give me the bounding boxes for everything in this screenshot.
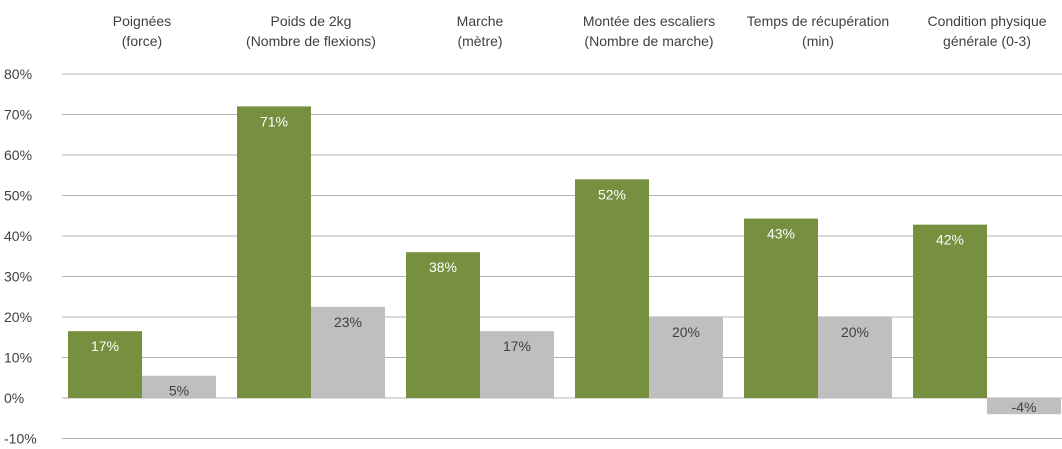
data-label: 17% bbox=[91, 338, 119, 354]
category-label: (Nombre de flexions) bbox=[246, 33, 376, 49]
category-label: générale (0-3) bbox=[943, 33, 1031, 49]
data-label: 38% bbox=[429, 259, 457, 275]
y-tick-label: 0% bbox=[4, 390, 24, 406]
y-tick-label: 70% bbox=[4, 107, 32, 123]
bar-series-2 bbox=[987, 398, 1061, 415]
category-label: Marche bbox=[457, 13, 504, 29]
bar-series-1 bbox=[237, 106, 311, 399]
y-tick-label: -10% bbox=[4, 431, 37, 445]
bar-series-2 bbox=[480, 331, 554, 398]
category-label: (mètre) bbox=[457, 33, 502, 49]
y-tick-label: 40% bbox=[4, 228, 32, 244]
category-label: Poignées bbox=[113, 13, 171, 29]
category-label: (min) bbox=[802, 33, 834, 49]
data-label: 71% bbox=[260, 113, 288, 129]
data-label: 23% bbox=[334, 314, 362, 330]
y-tick-label: 60% bbox=[4, 147, 32, 163]
category-label: Temps de récupération bbox=[747, 13, 889, 29]
category-label: (force) bbox=[122, 33, 162, 49]
data-label: 42% bbox=[936, 232, 964, 248]
y-tick-label: 10% bbox=[4, 350, 32, 366]
bar-series-1 bbox=[68, 331, 142, 398]
data-label: 20% bbox=[841, 324, 869, 340]
category-label: Poids de 2kg bbox=[271, 13, 352, 29]
bar-series-1 bbox=[913, 224, 987, 398]
category-label: (Nombre de marche) bbox=[584, 33, 713, 49]
data-label: -4% bbox=[1012, 399, 1037, 415]
bar-series-2 bbox=[142, 375, 216, 398]
bar-series-1 bbox=[744, 218, 818, 398]
y-tick-label: 30% bbox=[4, 269, 32, 285]
y-tick-label: 50% bbox=[4, 188, 32, 204]
category-label: Condition physique bbox=[927, 13, 1046, 29]
bar-series-2 bbox=[818, 317, 892, 398]
bar-series-2 bbox=[649, 317, 723, 398]
y-tick-label: 20% bbox=[4, 309, 32, 325]
bar-series-1 bbox=[575, 179, 649, 398]
bar-series-1 bbox=[406, 252, 480, 398]
data-label: 20% bbox=[672, 324, 700, 340]
bar-series-2 bbox=[311, 306, 385, 398]
y-tick-label: 80% bbox=[4, 66, 32, 82]
data-label: 5% bbox=[169, 383, 189, 399]
category-label: Montée des escaliers bbox=[583, 13, 715, 29]
data-label: 17% bbox=[503, 338, 531, 354]
data-label: 52% bbox=[598, 186, 626, 202]
data-label: 43% bbox=[767, 226, 795, 242]
